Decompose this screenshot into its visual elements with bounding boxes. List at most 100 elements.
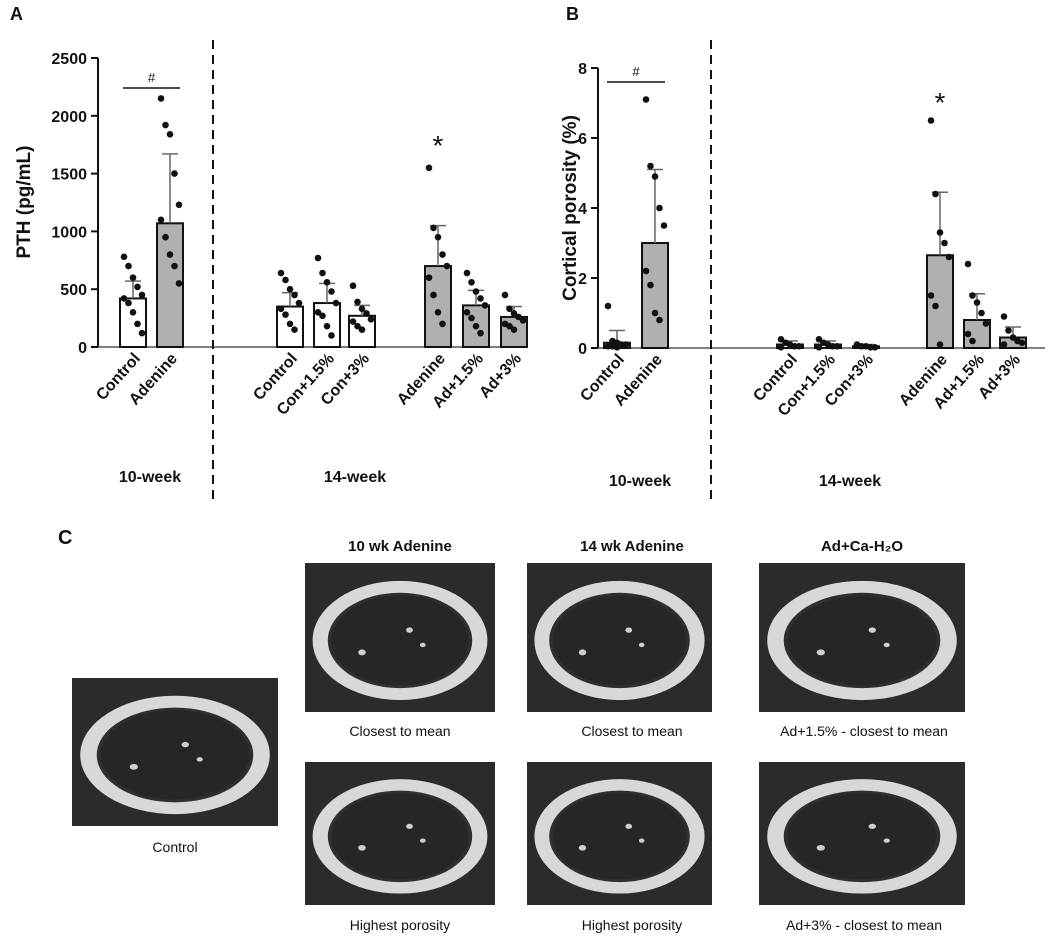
data-point <box>286 285 294 293</box>
data-point <box>1005 327 1012 334</box>
data-point <box>506 305 513 313</box>
data-point <box>472 322 480 330</box>
y-tick-label: 6 <box>578 131 587 148</box>
data-point <box>171 262 178 270</box>
panel-label: B <box>566 4 579 24</box>
group-label: 14-week <box>324 469 386 486</box>
data-point <box>282 311 289 318</box>
data-point <box>430 291 437 299</box>
data-point <box>481 302 489 309</box>
y-tick-label: 0 <box>78 340 87 357</box>
data-point <box>425 164 433 172</box>
data-point <box>463 269 471 277</box>
bar <box>641 242 669 349</box>
data-point <box>314 254 322 262</box>
y-axis-title: PTH (pg/mL) <box>14 146 35 259</box>
data-point <box>120 253 128 261</box>
data-point <box>138 291 146 299</box>
data-point <box>291 326 298 333</box>
data-point <box>323 322 331 330</box>
data-point <box>367 315 375 323</box>
y-tick-label: 500 <box>60 282 87 299</box>
y-tick-label: 1000 <box>51 224 87 241</box>
group-label: 10-week <box>119 469 181 486</box>
data-point <box>656 316 663 324</box>
data-point <box>927 292 935 299</box>
y-tick-label: 0 <box>578 341 587 358</box>
data-point <box>795 342 803 350</box>
column-header: 10 wk Adenine <box>348 538 452 555</box>
y-tick-label: 2000 <box>51 109 87 126</box>
image-caption: Closest to mean <box>581 723 682 739</box>
data-point <box>656 204 663 212</box>
y-axis-title: Cortical porosity (%) <box>560 115 581 301</box>
data-point <box>354 322 361 330</box>
data-point <box>434 233 442 241</box>
data-point <box>477 295 484 302</box>
data-point <box>291 291 298 299</box>
data-point <box>120 295 128 302</box>
data-point <box>622 341 630 348</box>
data-point <box>363 310 370 317</box>
data-point <box>660 222 668 229</box>
image-caption: Ad+1.5% - closest to mean <box>780 723 948 739</box>
data-point <box>468 314 475 322</box>
data-point <box>510 326 518 333</box>
data-point <box>463 309 471 316</box>
data-point <box>647 162 654 170</box>
data-point <box>166 130 174 138</box>
data-point <box>162 121 169 129</box>
data-point <box>314 309 322 316</box>
data-point <box>468 278 475 286</box>
data-point <box>973 299 981 306</box>
data-point <box>777 344 785 351</box>
data-point <box>277 269 285 277</box>
group-label: 14-week <box>819 473 881 490</box>
data-point <box>125 299 132 307</box>
panel-label: C <box>58 527 72 549</box>
data-point <box>134 283 141 291</box>
data-point <box>282 276 289 284</box>
data-point <box>613 344 621 351</box>
data-point <box>323 278 331 286</box>
data-point <box>349 318 357 325</box>
data-point <box>129 309 137 316</box>
data-point <box>443 262 451 270</box>
data-point <box>277 305 285 313</box>
data-point <box>425 274 433 281</box>
data-point <box>777 335 785 343</box>
column-header: 14 wk Adenine <box>580 538 684 555</box>
data-point <box>964 260 972 268</box>
image-caption: Control <box>152 839 197 855</box>
data-point <box>332 299 340 307</box>
data-point <box>647 281 654 289</box>
data-point <box>964 330 972 338</box>
data-point <box>651 309 659 317</box>
data-point <box>434 309 442 316</box>
data-point <box>1000 341 1008 348</box>
data-point <box>358 305 366 313</box>
y-tick-label: 2500 <box>51 51 87 68</box>
data-point <box>328 332 335 339</box>
data-point <box>157 95 165 102</box>
annotation: * <box>433 130 444 161</box>
data-point <box>969 337 976 345</box>
image-caption: Highest porosity <box>350 917 450 933</box>
data-point <box>175 280 183 287</box>
data-point <box>815 335 823 343</box>
data-point <box>642 267 650 275</box>
data-point <box>927 117 935 124</box>
data-point <box>319 312 326 320</box>
y-tick-label: 1500 <box>51 167 87 184</box>
x-tick-label: Ad+3% <box>476 350 525 401</box>
data-point <box>171 170 178 177</box>
data-point <box>932 190 939 198</box>
data-point <box>815 344 823 351</box>
image-caption: Closest to mean <box>349 723 450 739</box>
y-tick-label: 4 <box>578 201 587 218</box>
data-point <box>349 282 357 290</box>
data-point <box>506 322 513 330</box>
data-point <box>1009 334 1017 341</box>
y-tick-label: 2 <box>578 271 587 288</box>
